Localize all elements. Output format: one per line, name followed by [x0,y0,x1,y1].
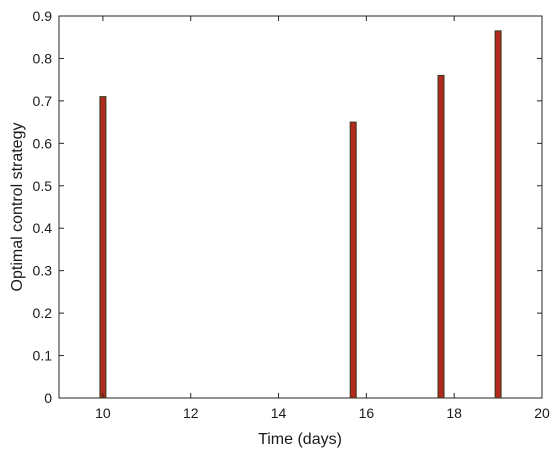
plot-area [58,15,543,399]
bar-3 [437,74,445,399]
y-tick-label: 0 [44,390,52,406]
y-tick-label: 0.3 [33,263,53,279]
x-tick-label: 14 [271,405,287,421]
x-tick-label: 16 [359,405,375,421]
y-axis-title: Optimal control strategy [9,123,26,292]
x-tick-label: 18 [446,405,462,421]
y-tick-label: 0.6 [33,135,53,151]
x-axis-ticks: 10 12 14 16 18 20 [95,16,550,421]
y-axis-ticks: 0 0.1 0.2 0.3 0.4 0.5 0.6 0.7 0.8 0.9 [33,8,542,406]
y-tick-label: 0.2 [33,305,53,321]
bar-1 [99,96,107,399]
x-tick-label: 12 [183,405,199,421]
bars-group [99,30,502,399]
x-axis-title: Time (days) [258,431,342,448]
y-tick-label: 0.8 [33,50,53,66]
bar-2 [349,121,357,399]
y-tick-label: 0.9 [33,8,53,24]
y-tick-label: 0.7 [33,93,53,109]
x-tick-label: 10 [95,405,111,421]
y-tick-label: 0.1 [33,348,53,364]
bar-4 [494,30,502,399]
y-tick-label: 0.5 [33,178,53,194]
y-tick-label: 0.4 [33,220,53,236]
x-tick-label: 20 [534,405,550,421]
